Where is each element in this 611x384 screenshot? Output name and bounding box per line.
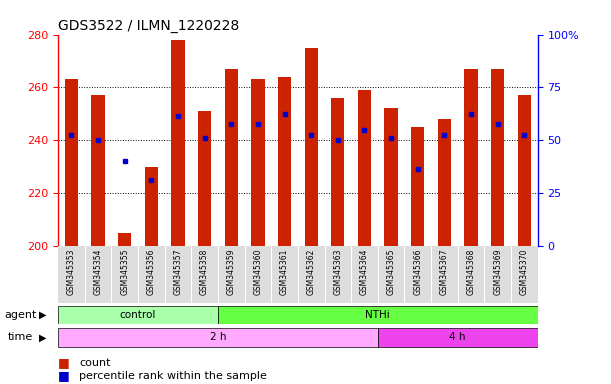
Bar — [411, 127, 425, 246]
Text: GSM345356: GSM345356 — [147, 249, 156, 295]
Text: GSM345370: GSM345370 — [520, 249, 529, 295]
Text: GDS3522 / ILMN_1220228: GDS3522 / ILMN_1220228 — [58, 19, 240, 33]
Text: NTHi: NTHi — [365, 310, 390, 320]
Bar — [437, 119, 451, 246]
Text: GSM345357: GSM345357 — [174, 249, 183, 295]
Bar — [491, 69, 504, 246]
Text: GSM345367: GSM345367 — [440, 249, 449, 295]
Text: GSM345355: GSM345355 — [120, 249, 129, 295]
Text: time: time — [7, 332, 32, 343]
Bar — [331, 98, 345, 246]
Bar — [358, 90, 371, 246]
Text: GSM345360: GSM345360 — [254, 249, 262, 295]
Bar — [278, 77, 291, 246]
Text: GSM345363: GSM345363 — [334, 249, 342, 295]
Bar — [251, 79, 265, 246]
Text: 4 h: 4 h — [450, 332, 466, 343]
FancyBboxPatch shape — [378, 328, 538, 347]
Bar — [145, 167, 158, 246]
Text: ▶: ▶ — [39, 310, 46, 320]
Text: GSM345362: GSM345362 — [307, 249, 316, 295]
FancyBboxPatch shape — [58, 306, 218, 324]
Text: GSM345358: GSM345358 — [200, 249, 209, 295]
Text: percentile rank within the sample: percentile rank within the sample — [79, 371, 267, 381]
Text: GSM345369: GSM345369 — [493, 249, 502, 295]
Bar — [225, 69, 238, 246]
Bar — [384, 108, 398, 246]
Bar — [518, 95, 531, 246]
Text: 2 h: 2 h — [210, 332, 226, 343]
Text: GSM345354: GSM345354 — [93, 249, 103, 295]
Bar — [92, 95, 104, 246]
FancyBboxPatch shape — [58, 328, 378, 347]
FancyBboxPatch shape — [218, 306, 538, 324]
Text: GSM345353: GSM345353 — [67, 249, 76, 295]
Text: agent: agent — [4, 310, 37, 320]
Text: GSM345366: GSM345366 — [413, 249, 422, 295]
Bar — [464, 69, 478, 246]
Text: count: count — [79, 358, 111, 368]
Text: GSM345361: GSM345361 — [280, 249, 289, 295]
Text: ▶: ▶ — [39, 332, 46, 343]
Bar — [198, 111, 211, 246]
Bar — [65, 79, 78, 246]
Text: ■: ■ — [58, 356, 70, 369]
Bar — [171, 40, 185, 246]
Text: ■: ■ — [58, 369, 70, 382]
Text: GSM345364: GSM345364 — [360, 249, 369, 295]
Text: GSM345359: GSM345359 — [227, 249, 236, 295]
Text: GSM345365: GSM345365 — [387, 249, 396, 295]
Bar — [118, 233, 131, 246]
Text: control: control — [120, 310, 156, 320]
Bar — [304, 48, 318, 246]
Text: GSM345368: GSM345368 — [467, 249, 475, 295]
